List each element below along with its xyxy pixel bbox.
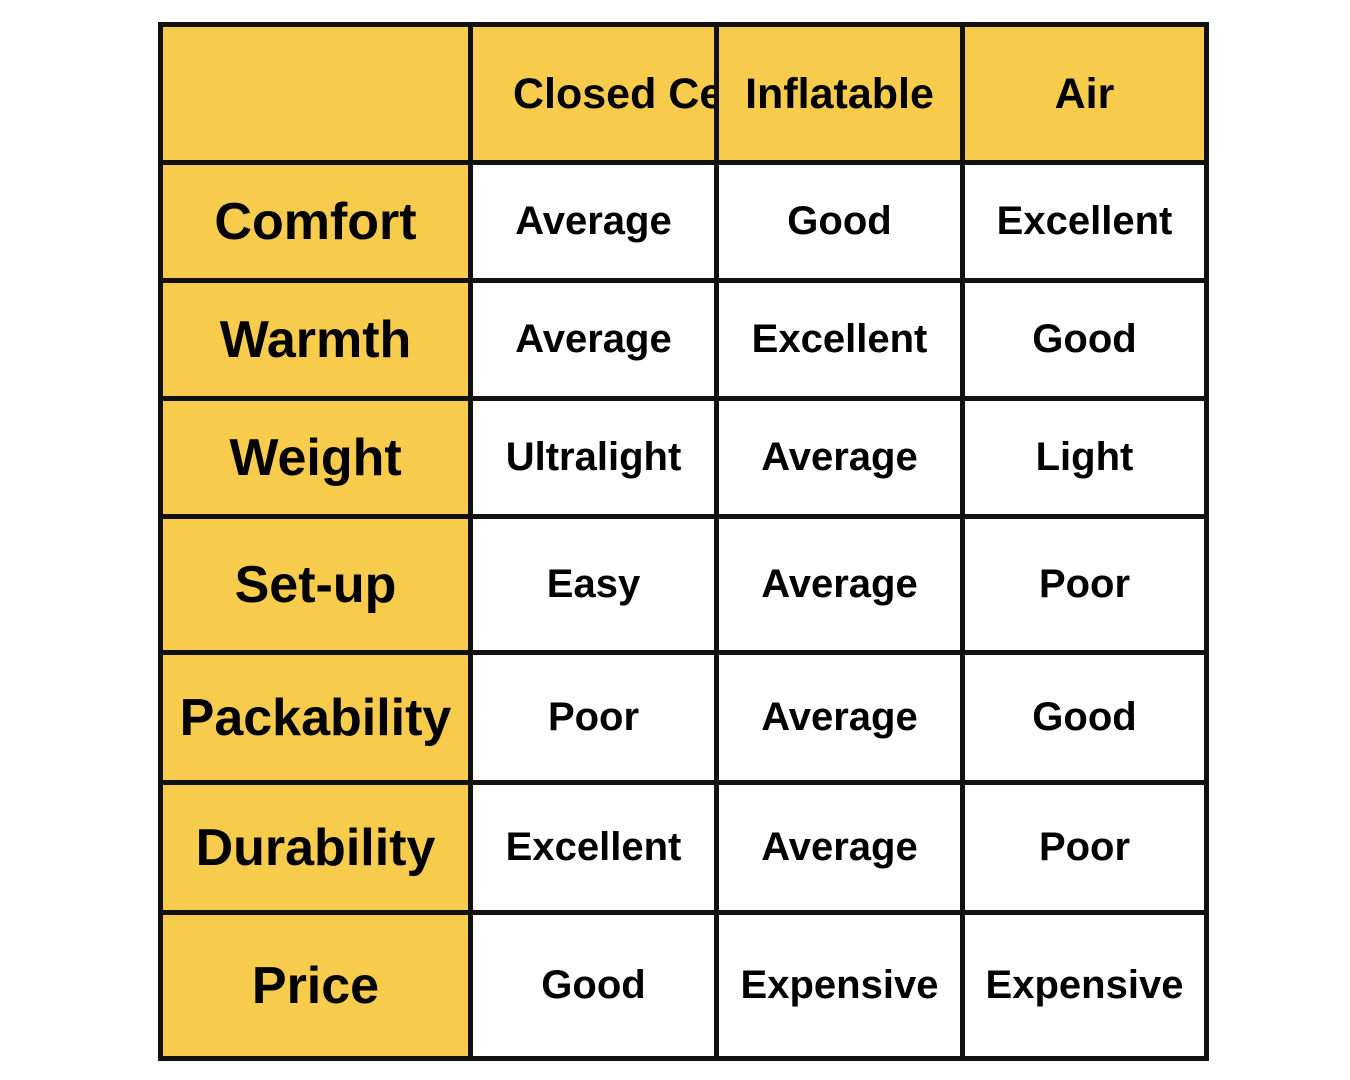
table-row: Durability Excellent Average Poor (158, 780, 1209, 915)
table-cell: Good (714, 160, 965, 283)
row-header-durability: Durability (158, 780, 473, 915)
table-cell: Good (960, 278, 1209, 401)
row-header-warmth: Warmth (158, 278, 473, 401)
table-cell: Average (714, 514, 965, 655)
table-cell: Light (960, 396, 1209, 519)
table-cell: Average (714, 780, 965, 915)
header-row: Closed Cell Inflatable Air (158, 22, 1209, 165)
table-cell: Poor (960, 780, 1209, 915)
table-row: Price Good Expensive Expensive (158, 910, 1209, 1061)
row-header-comfort: Comfort (158, 160, 473, 283)
table-cell: Average (714, 650, 965, 785)
table-row: Set-up Easy Average Poor (158, 514, 1209, 655)
column-header-closed-cell: Closed Cell (468, 22, 719, 165)
table-cell: Poor (468, 650, 719, 785)
table-cell: Poor (960, 514, 1209, 655)
table-row: Weight Ultralight Average Light (158, 396, 1209, 519)
column-header-air: Air (960, 22, 1209, 165)
column-header-inflatable: Inflatable (714, 22, 965, 165)
table-cell: Easy (468, 514, 719, 655)
comparison-table-container: Closed Cell Inflatable Air Comfort Avera… (158, 22, 1209, 1061)
sleeping-pad-comparison-table: Closed Cell Inflatable Air Comfort Avera… (158, 22, 1209, 1061)
table-cell: Ultralight (468, 396, 719, 519)
table-cell: Average (468, 278, 719, 401)
table-row: Packability Poor Average Good (158, 650, 1209, 785)
row-header-weight: Weight (158, 396, 473, 519)
table-cell: Average (468, 160, 719, 283)
row-header-price: Price (158, 910, 473, 1061)
corner-cell (158, 22, 473, 165)
table-row: Warmth Average Excellent Good (158, 278, 1209, 401)
row-header-packability: Packability (158, 650, 473, 785)
table-cell: Excellent (468, 780, 719, 915)
table-cell: Excellent (960, 160, 1209, 283)
table-cell: Excellent (714, 278, 965, 401)
table-cell: Expensive (960, 910, 1209, 1061)
table-row: Comfort Average Good Excellent (158, 160, 1209, 283)
row-header-set-up: Set-up (158, 514, 473, 655)
table-cell: Average (714, 396, 965, 519)
table-cell: Good (960, 650, 1209, 785)
table-cell: Good (468, 910, 719, 1061)
table-cell: Expensive (714, 910, 965, 1061)
